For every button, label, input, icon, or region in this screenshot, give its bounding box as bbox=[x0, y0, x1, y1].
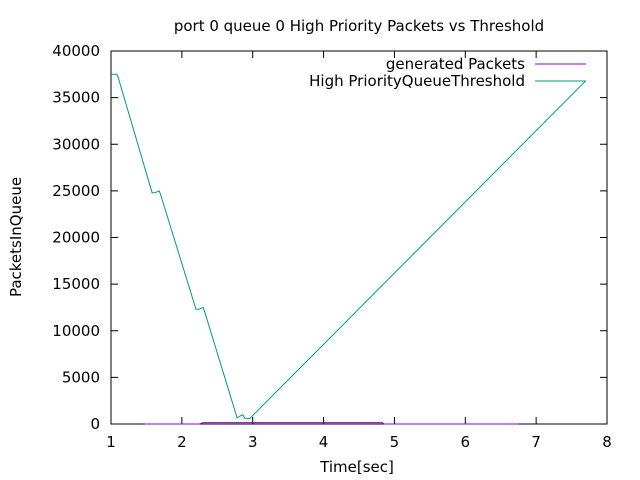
y-tick-label: 35000 bbox=[52, 89, 100, 107]
x-tick-label: 6 bbox=[461, 433, 471, 451]
x-tick-label: 8 bbox=[602, 433, 612, 451]
series-layer bbox=[111, 73, 587, 425]
x-tick-label: 5 bbox=[390, 433, 400, 451]
y-tick-label: 15000 bbox=[52, 275, 100, 293]
legend-label: generated Packets bbox=[386, 55, 525, 73]
x-tick-label: 3 bbox=[248, 433, 258, 451]
y-tick-label: 10000 bbox=[52, 322, 100, 340]
y-tick-label: 5000 bbox=[62, 368, 100, 386]
x-tick-label: 1 bbox=[106, 433, 116, 451]
x-tick-label: 7 bbox=[531, 433, 541, 451]
x-tick-label: 2 bbox=[177, 433, 187, 451]
y-tick-label: 40000 bbox=[52, 42, 100, 60]
chart-title: port 0 queue 0 High Priority Packets vs … bbox=[174, 17, 544, 35]
axis-ticks: 1 2 3 4 5 6 7 8 0 5000 10000 15000 20000 25000 30000 35… bbox=[52, 42, 611, 451]
x-tick-label: 4 bbox=[319, 433, 329, 451]
y-axis-label: PacketsInQueue bbox=[7, 177, 25, 297]
y-tick-label: 25000 bbox=[52, 182, 100, 200]
series-line-1 bbox=[111, 73, 587, 419]
y-tick-label: 30000 bbox=[52, 135, 100, 153]
x-axis-label: Time[sec] bbox=[319, 458, 394, 476]
legend-label: High PriorityQueueThreshold bbox=[309, 72, 525, 90]
plot-frame bbox=[110, 50, 608, 425]
y-tick-label: 20000 bbox=[52, 229, 100, 247]
y-tick-label: 0 bbox=[90, 415, 100, 433]
series-line-0 bbox=[145, 422, 519, 425]
